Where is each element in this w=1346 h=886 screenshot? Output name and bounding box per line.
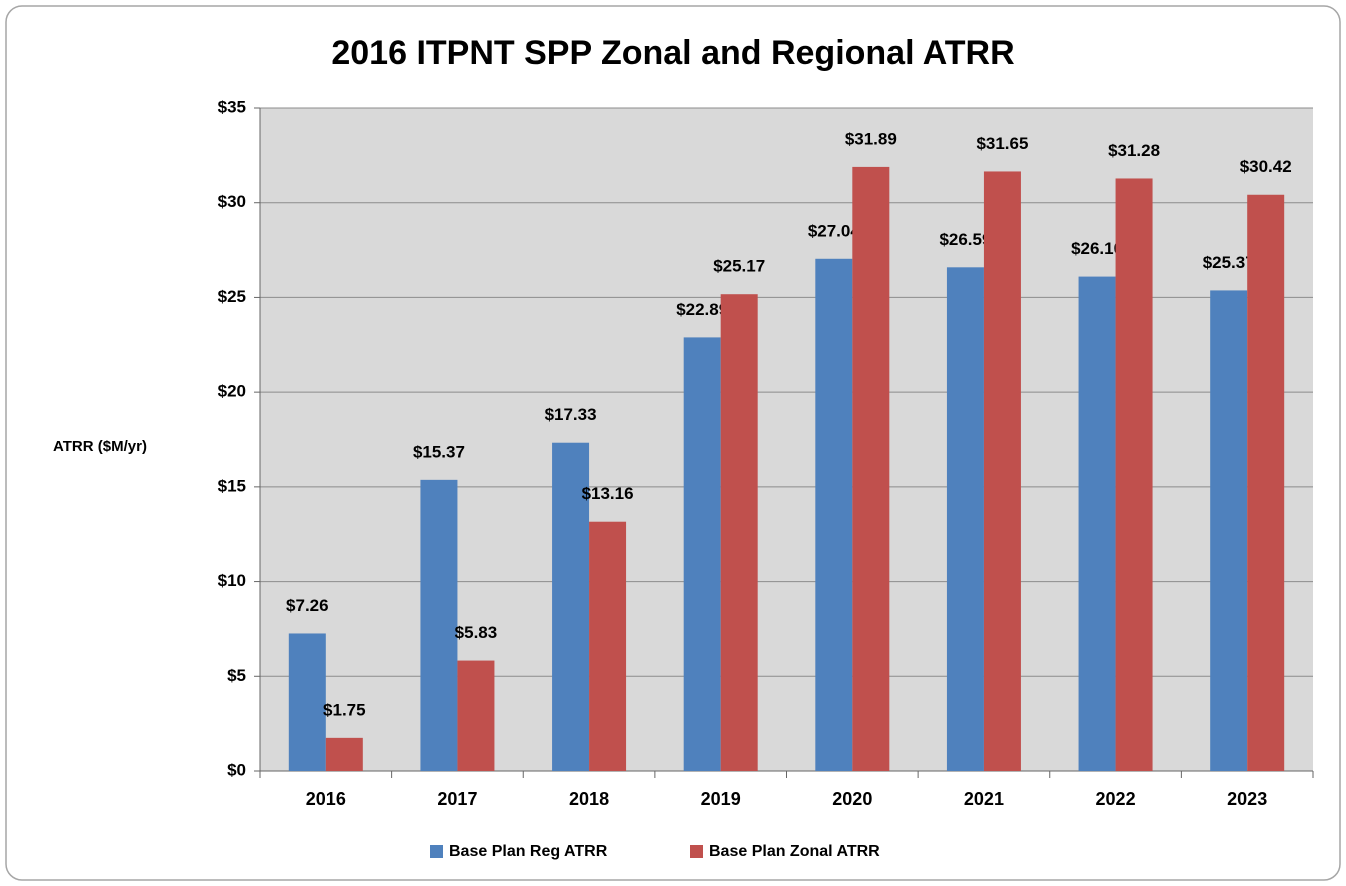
- y-tick-label: $15: [218, 476, 246, 495]
- x-tick-label: 2017: [437, 789, 477, 809]
- bar: [720, 294, 758, 771]
- value-label: $31.89: [845, 129, 897, 148]
- value-label: $7.26: [286, 596, 329, 615]
- bar: [288, 633, 326, 771]
- bar: [1210, 290, 1248, 771]
- x-tick-label: 2021: [964, 789, 1004, 809]
- bar: [1247, 194, 1285, 771]
- value-label: $25.37: [1203, 253, 1255, 272]
- chart-title: 2016 ITPNT SPP Zonal and Regional ATRR: [331, 34, 1014, 72]
- x-tick-label: 2018: [569, 789, 609, 809]
- value-label: $25.17: [713, 257, 765, 276]
- y-tick-label: $25: [218, 287, 246, 306]
- value-label: $31.65: [976, 134, 1028, 153]
- y-tick-label: $0: [227, 760, 246, 779]
- legend-swatch: [690, 845, 703, 858]
- bar: [589, 521, 627, 771]
- y-tick-label: $5: [227, 666, 246, 685]
- plot-area: [260, 108, 1313, 771]
- value-label: $17.33: [545, 405, 597, 424]
- y-tick-label: $20: [218, 382, 246, 401]
- bar: [1078, 276, 1116, 771]
- bar: [457, 660, 495, 771]
- value-label: $1.75: [323, 700, 366, 719]
- value-label: $27.04: [808, 221, 861, 240]
- bar: [852, 166, 890, 771]
- bar: [420, 479, 458, 771]
- value-label: $26.10: [1071, 239, 1123, 258]
- x-tick-label: 2019: [701, 789, 741, 809]
- y-axis-label: ATRR ($M/yr): [53, 438, 147, 455]
- x-tick-label: 2020: [832, 789, 872, 809]
- y-tick-label: $35: [218, 97, 246, 116]
- bar: [946, 267, 984, 771]
- x-tick-label: 2016: [306, 789, 346, 809]
- value-label: $22.89: [676, 300, 728, 319]
- value-label: $31.28: [1108, 141, 1160, 160]
- value-label: $13.16: [582, 484, 634, 503]
- legend-label: Base Plan Reg ATRR: [449, 843, 608, 860]
- value-label: $30.42: [1240, 157, 1292, 176]
- value-label: $26.59: [939, 230, 991, 249]
- bar: [1115, 178, 1153, 772]
- legend-label: Base Plan Zonal ATRR: [709, 843, 880, 860]
- value-label: $15.37: [413, 442, 465, 461]
- x-tick-label: 2023: [1227, 789, 1267, 809]
- legend-swatch: [430, 845, 443, 858]
- bar: [983, 171, 1021, 772]
- bar: [552, 442, 590, 771]
- y-tick-label: $30: [218, 192, 246, 211]
- value-label: $5.83: [455, 623, 498, 642]
- bar: [325, 737, 363, 771]
- y-tick-label: $10: [218, 571, 246, 590]
- bar: [815, 258, 853, 771]
- x-tick-label: 2022: [1096, 789, 1136, 809]
- bar: [683, 337, 721, 771]
